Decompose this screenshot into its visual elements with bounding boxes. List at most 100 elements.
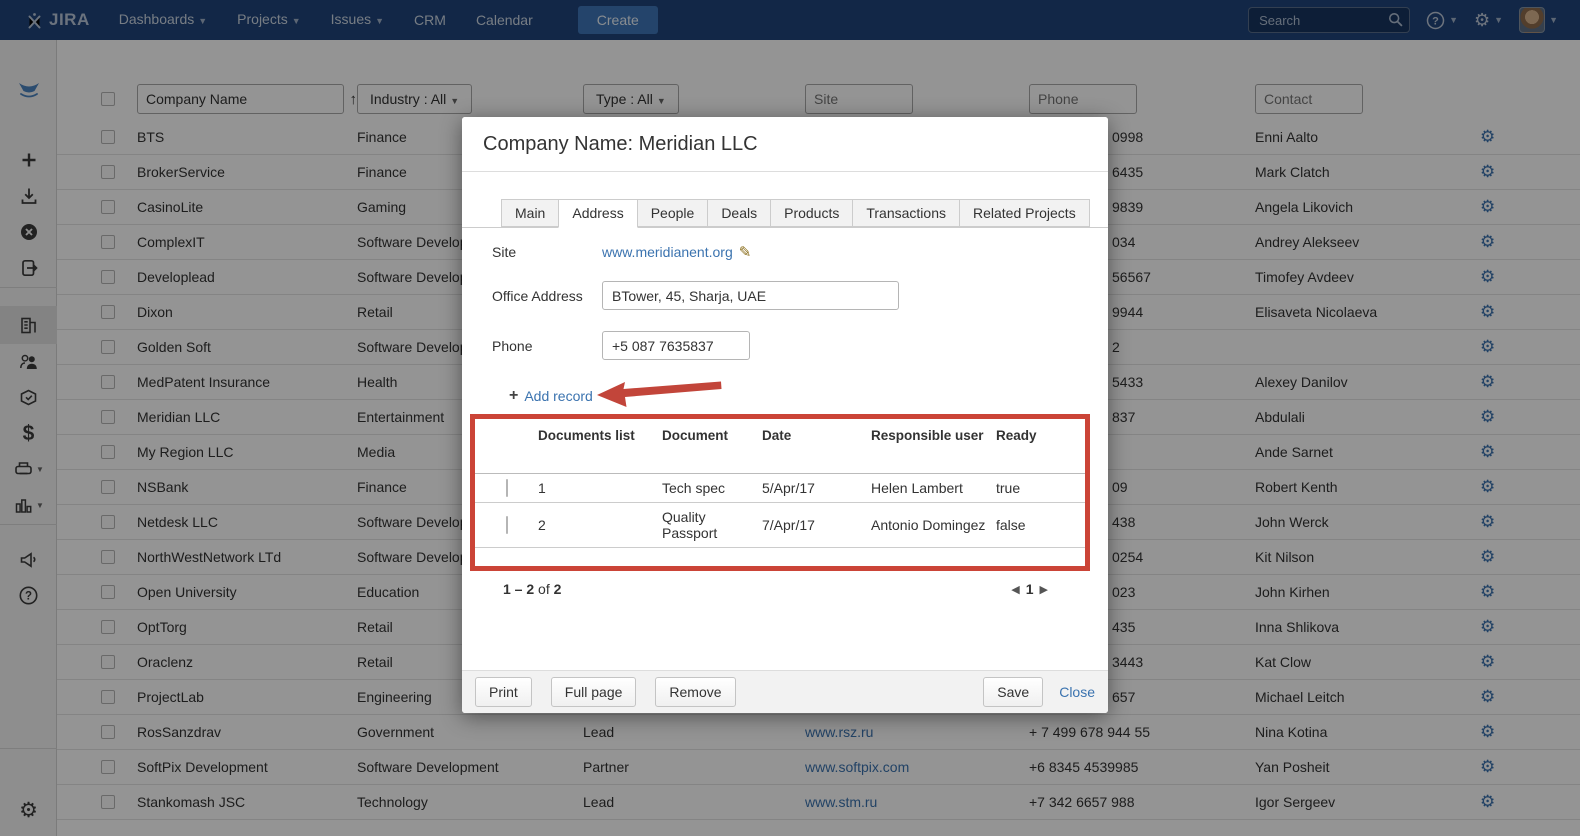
- sort-ascending-icon[interactable]: ↑: [349, 90, 358, 108]
- row-actions-gear-icon[interactable]: ⚙: [1480, 267, 1496, 286]
- row-checkbox[interactable]: [101, 340, 115, 354]
- row-checkbox[interactable]: [101, 795, 115, 809]
- help-menu-button[interactable]: ? ▼: [1426, 11, 1458, 30]
- row-checkbox[interactable]: [101, 410, 115, 424]
- row-checkbox[interactable]: [101, 725, 115, 739]
- row-actions-gear-icon[interactable]: ⚙: [1480, 127, 1496, 146]
- row-checkbox[interactable]: [101, 480, 115, 494]
- pagination-prev-icon[interactable]: ◀: [1011, 583, 1020, 596]
- close-link[interactable]: Close: [1059, 684, 1095, 700]
- row-checkbox[interactable]: [101, 445, 115, 459]
- row-actions-gear-icon[interactable]: ⚙: [1480, 162, 1496, 181]
- search-input[interactable]: [1248, 7, 1411, 33]
- edit-pencil-icon[interactable]: ✎: [738, 244, 752, 261]
- jira-logo[interactable]: JIRA: [26, 10, 90, 30]
- user-profile-button[interactable]: ▼: [1519, 7, 1558, 33]
- sidebar-item-settings[interactable]: ⚙: [0, 791, 57, 829]
- sidebar-item-print[interactable]: ▼: [0, 450, 57, 488]
- save-button[interactable]: Save: [983, 677, 1044, 707]
- row-checkbox[interactable]: [101, 165, 115, 179]
- add-record-link[interactable]: + Add record: [509, 387, 593, 405]
- sidebar-item-cancel[interactable]: [0, 213, 57, 251]
- site-filter-input[interactable]: [805, 84, 913, 114]
- row-checkbox[interactable]: [101, 550, 115, 564]
- sidebar-item-contacts[interactable]: [0, 342, 57, 380]
- sidebar-item-companies[interactable]: [0, 306, 57, 344]
- type-filter-button[interactable]: Type : All ▼: [583, 84, 679, 114]
- row-checkbox[interactable]: [101, 515, 115, 529]
- tab-deals[interactable]: Deals: [707, 199, 772, 227]
- row-actions-gear-icon[interactable]: ⚙: [1480, 477, 1496, 496]
- row-checkbox[interactable]: [101, 235, 115, 249]
- row-checkbox[interactable]: [101, 130, 115, 144]
- sidebar-item-reports[interactable]: ▼: [0, 486, 57, 524]
- table-row[interactable]: Stankomash JSC Technology Lead www.stm.r…: [57, 785, 1580, 820]
- select-all-checkbox[interactable]: [101, 92, 115, 106]
- tab-products[interactable]: Products: [770, 199, 854, 227]
- row-actions-gear-icon[interactable]: ⚙: [1480, 722, 1496, 741]
- row-checkbox[interactable]: [101, 655, 115, 669]
- company-site-link[interactable]: www.stm.ru: [805, 794, 878, 810]
- industry-filter-button[interactable]: Industry : All ▼: [357, 84, 473, 114]
- nav-item-crm[interactable]: CRM: [414, 12, 446, 28]
- row-actions-gear-icon[interactable]: ⚙: [1480, 617, 1496, 636]
- row-checkbox[interactable]: [101, 305, 115, 319]
- row-actions-gear-icon[interactable]: ⚙: [1480, 792, 1496, 811]
- table-row[interactable]: SoftPix Development Software Development…: [57, 750, 1580, 785]
- row-checkbox[interactable]: [101, 375, 115, 389]
- company-site-link[interactable]: www.softpix.com: [805, 759, 910, 775]
- tab-main[interactable]: Main: [501, 199, 560, 227]
- row-checkbox[interactable]: [101, 270, 115, 284]
- admin-settings-button[interactable]: ⚙ ▼: [1474, 11, 1503, 29]
- sidebar-item-import[interactable]: [0, 177, 57, 215]
- row-actions-gear-icon[interactable]: ⚙: [1480, 197, 1496, 216]
- row-actions-gear-icon[interactable]: ⚙: [1480, 757, 1496, 776]
- sidebar-item-add[interactable]: [0, 141, 57, 179]
- row-actions-gear-icon[interactable]: ⚙: [1480, 687, 1496, 706]
- create-button[interactable]: Create: [577, 6, 658, 34]
- sidebar-item-export[interactable]: [0, 249, 57, 287]
- row-actions-gear-icon[interactable]: ⚙: [1480, 232, 1496, 251]
- print-button[interactable]: Print: [475, 677, 532, 707]
- phone-filter-input[interactable]: [1029, 84, 1137, 114]
- tab-people[interactable]: People: [636, 199, 709, 227]
- tab-transactions[interactable]: Transactions: [852, 199, 960, 227]
- sidebar-item-crm-home[interactable]: [0, 70, 57, 108]
- remove-button[interactable]: Remove: [655, 677, 736, 707]
- nav-item-issues[interactable]: Issues ▼: [330, 11, 385, 27]
- document-checkbox[interactable]: [506, 478, 508, 497]
- sidebar-item-feedback[interactable]: [0, 540, 57, 578]
- tab-related-projects[interactable]: Related Projects: [958, 199, 1090, 227]
- row-checkbox[interactable]: [101, 585, 115, 599]
- row-actions-gear-icon[interactable]: ⚙: [1480, 512, 1496, 531]
- table-row[interactable]: ProjectLab Engineering 657 Michael Leitc…: [57, 680, 1580, 715]
- row-actions-gear-icon[interactable]: ⚙: [1480, 407, 1496, 426]
- nav-item-calendar[interactable]: Calendar: [475, 12, 533, 28]
- row-checkbox[interactable]: [101, 200, 115, 214]
- pagination-next-icon[interactable]: ▶: [1039, 583, 1048, 596]
- row-actions-gear-icon[interactable]: ⚙: [1480, 582, 1496, 601]
- row-actions-gear-icon[interactable]: ⚙: [1480, 547, 1496, 566]
- contact-filter-input[interactable]: [1255, 84, 1363, 114]
- full-page-button[interactable]: Full page: [550, 677, 637, 707]
- phone-input[interactable]: [602, 331, 750, 360]
- document-checkbox[interactable]: [506, 515, 508, 534]
- row-actions-gear-icon[interactable]: ⚙: [1480, 372, 1496, 391]
- row-checkbox[interactable]: [101, 760, 115, 774]
- office-address-input[interactable]: [602, 281, 899, 310]
- company-name-filter-input[interactable]: [137, 84, 344, 114]
- row-actions-gear-icon[interactable]: ⚙: [1480, 442, 1496, 461]
- sidebar-item-help[interactable]: ?: [0, 576, 57, 614]
- row-actions-gear-icon[interactable]: ⚙: [1480, 652, 1496, 671]
- tab-address[interactable]: Address: [558, 199, 638, 228]
- site-value-link[interactable]: www.meridianent.org: [602, 244, 733, 260]
- nav-item-dashboards[interactable]: Dashboards ▼: [118, 11, 208, 27]
- row-checkbox[interactable]: [101, 620, 115, 634]
- sidebar-item-products[interactable]: [0, 378, 57, 416]
- row-actions-gear-icon[interactable]: ⚙: [1480, 337, 1496, 356]
- row-actions-gear-icon[interactable]: ⚙: [1480, 302, 1496, 321]
- table-row[interactable]: RosSanzdrav Government Lead www.rsz.ru +…: [57, 715, 1580, 750]
- nav-item-projects[interactable]: Projects ▼: [237, 11, 301, 27]
- company-site-link[interactable]: www.rsz.ru: [805, 724, 874, 740]
- sidebar-item-deals[interactable]: $: [0, 414, 57, 452]
